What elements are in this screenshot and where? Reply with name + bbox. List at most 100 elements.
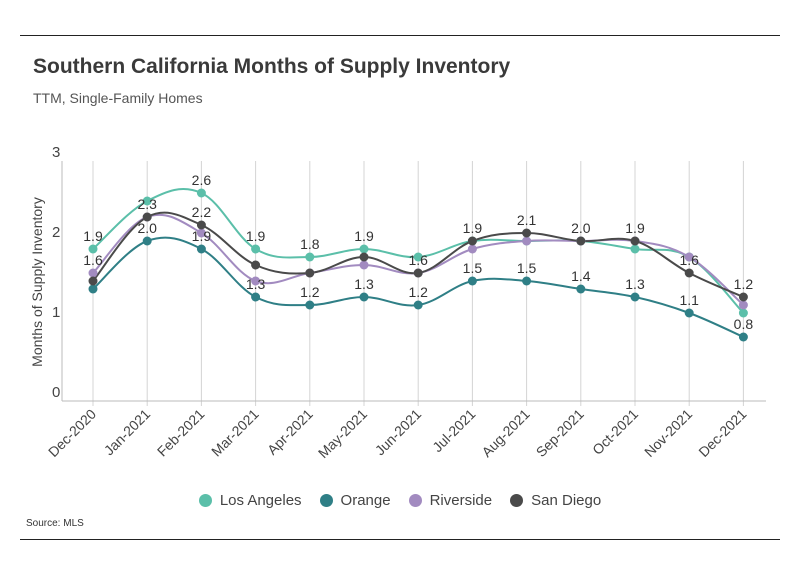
data-point-san-diego — [630, 236, 640, 246]
data-label-los-angeles: 2.6 — [192, 172, 212, 188]
y-tick-label: 2 — [52, 224, 60, 241]
data-point-orange — [576, 284, 586, 294]
x-tick-label: Feb-2021 — [154, 406, 208, 460]
data-label-orange: 1.3 — [246, 276, 266, 292]
legend-label: Orange — [340, 492, 391, 509]
x-tick-label: Dec-2020 — [45, 406, 99, 460]
data-label-orange: 1.4 — [571, 268, 591, 284]
data-point-orange — [738, 332, 748, 342]
source-note: Source: MLS — [26, 518, 84, 529]
data-point-orange — [196, 244, 206, 254]
data-point-orange — [684, 308, 694, 318]
data-point-orange — [630, 292, 640, 302]
data-label-san-diego: 1.9 — [625, 220, 645, 236]
data-label-orange: 2.0 — [137, 220, 157, 236]
data-point-los-angeles — [196, 188, 206, 198]
bottom-rule — [20, 539, 780, 540]
data-point-san-diego — [467, 236, 477, 246]
x-tick-label: Mar-2021 — [208, 406, 262, 460]
data-label-orange: 1.3 — [625, 276, 645, 292]
y-axis-label: Months of Supply Inventory — [29, 197, 45, 367]
legend-item-riverside: Riverside — [408, 492, 493, 509]
data-label-san-diego: 2.3 — [137, 196, 157, 212]
data-point-los-angeles — [738, 308, 748, 318]
data-point-san-diego — [522, 228, 532, 238]
data-point-orange — [359, 292, 369, 302]
data-point-orange — [413, 300, 423, 310]
x-tick-label: Aug-2021 — [478, 406, 532, 460]
data-label-los-angeles: 1.9 — [246, 228, 266, 244]
x-tick-label: Nov-2021 — [641, 406, 695, 460]
data-point-los-angeles — [630, 244, 640, 254]
legend-marker — [198, 494, 212, 507]
data-point-san-diego — [359, 252, 369, 262]
legend-label: Riverside — [429, 492, 493, 509]
data-label-san-diego: 1.6 — [679, 252, 699, 268]
data-point-riverside — [522, 236, 532, 246]
data-label-orange: 1.3 — [354, 276, 374, 292]
data-labels: 1.9 2.6 1.9 1.8 1.9 2.0 1.9 1.3 1.2 1.3 1.2 1.5 1.5 1… — [83, 172, 753, 332]
legend-item-orange: Orange — [319, 492, 391, 509]
data-point-san-diego — [142, 212, 152, 222]
x-tick-label: Jun-2021 — [372, 406, 425, 459]
x-tick-label: May-2021 — [315, 406, 370, 461]
x-tick-label: Jul-2021 — [429, 406, 478, 455]
chart-subtitle: TTM, Single-Family Homes — [33, 90, 203, 106]
data-point-los-angeles — [305, 252, 315, 262]
data-point-los-angeles — [251, 244, 261, 254]
data-label-orange: 1.9 — [192, 228, 212, 244]
data-label-riverside: 1.6 — [83, 252, 103, 268]
data-point-riverside — [738, 300, 748, 310]
legend-label: Los Angeles — [219, 492, 302, 509]
data-point-orange — [88, 284, 98, 294]
data-label-san-diego: 1.6 — [408, 252, 428, 268]
x-tick-label: Jan-2021 — [101, 406, 154, 459]
top-rule — [20, 35, 780, 36]
legend-item-san-diego: San Diego — [510, 492, 601, 509]
x-tick-label: Oct-2021 — [589, 406, 641, 458]
data-point-san-diego — [251, 260, 261, 270]
data-point-orange — [142, 236, 152, 246]
data-label-los-angeles: 1.8 — [300, 236, 320, 252]
data-point-san-diego — [738, 292, 748, 302]
data-label-san-diego: 1.9 — [463, 220, 483, 236]
data-point-los-angeles — [88, 244, 98, 254]
data-label-san-diego: 2.2 — [192, 204, 212, 220]
y-tick-label: 1 — [52, 304, 60, 321]
data-label-los-angeles: 1.9 — [354, 228, 374, 244]
data-point-orange — [251, 292, 261, 302]
data-label-los-angeles: 1.9 — [83, 228, 103, 244]
data-point-riverside — [467, 244, 477, 254]
data-label-san-diego: 2.1 — [517, 212, 537, 228]
data-point-los-angeles — [413, 252, 423, 262]
data-label-san-diego: 1.2 — [734, 276, 754, 292]
data-point-los-angeles — [142, 196, 152, 206]
data-label-orange: 1.1 — [679, 292, 699, 308]
legend-label: San Diego — [531, 492, 602, 509]
x-tick-label: Sep-2021 — [533, 406, 587, 460]
legend-marker — [510, 494, 524, 507]
data-point-orange — [467, 276, 477, 286]
legend-marker — [319, 494, 333, 507]
data-point-san-diego — [305, 268, 315, 278]
x-tick-label: Dec-2021 — [695, 406, 749, 460]
data-label-orange: 1.5 — [517, 260, 537, 276]
data-label-orange: 1.5 — [463, 260, 483, 276]
data-points — [88, 188, 748, 342]
legend-item-los-angeles: Los Angeles — [198, 492, 302, 509]
data-point-orange — [305, 300, 315, 310]
chart-legend: Los Angeles Orange Riverside San Diego — [0, 492, 800, 509]
y-tick-label: 0 — [52, 384, 60, 401]
chart-title: Southern California Months of Supply Inv… — [33, 55, 511, 78]
data-point-orange — [522, 276, 532, 286]
data-label-san-diego: 2.0 — [571, 220, 591, 236]
data-label-orange: 0.8 — [734, 316, 754, 332]
data-point-riverside — [251, 276, 261, 286]
data-point-san-diego — [684, 268, 694, 278]
data-point-riverside — [359, 260, 369, 270]
data-label-orange: 1.2 — [300, 284, 320, 300]
data-point-riverside — [684, 252, 694, 262]
data-point-san-diego — [88, 276, 98, 286]
x-tick-label: Apr-2021 — [264, 406, 316, 458]
